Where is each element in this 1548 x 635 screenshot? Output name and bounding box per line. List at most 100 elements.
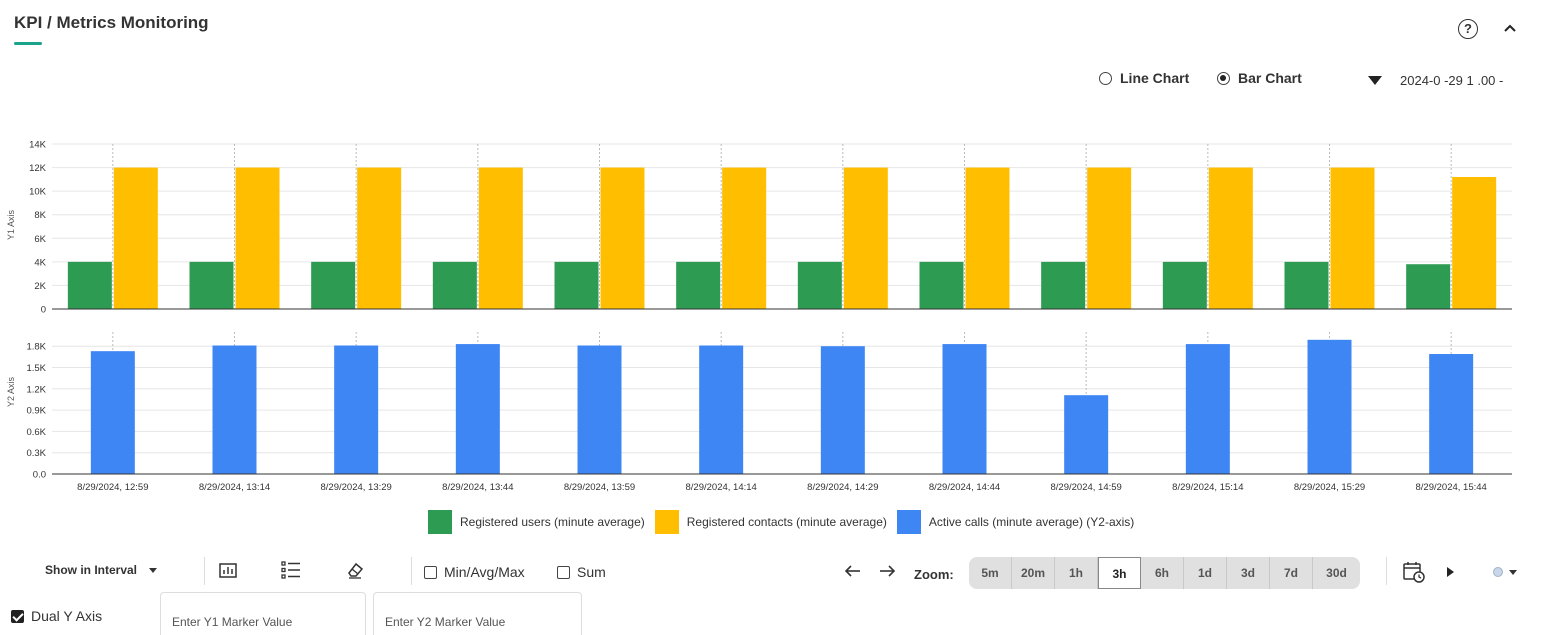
legend-swatch-green bbox=[428, 510, 452, 534]
bar-active-calls[interactable] bbox=[820, 346, 865, 474]
zoom-option-3d[interactable]: 3d bbox=[1227, 557, 1270, 589]
bar-registered-users[interactable] bbox=[189, 261, 234, 309]
checkbox-icon bbox=[424, 565, 437, 579]
y2-tick-label: 1.2K bbox=[26, 384, 46, 395]
bar-registered-users[interactable] bbox=[1406, 264, 1451, 309]
bar-registered-users[interactable] bbox=[676, 261, 721, 309]
x-tick-label: 8/29/2024, 13:59 bbox=[564, 482, 635, 493]
radio-checked-icon bbox=[1217, 71, 1230, 85]
y1-tick-label: 12K bbox=[29, 163, 47, 174]
bar-registered-users[interactable] bbox=[554, 261, 599, 309]
x-tick-label: 8/29/2024, 12:59 bbox=[77, 482, 148, 493]
y2-marker-input[interactable] bbox=[373, 592, 582, 635]
bar-active-calls[interactable] bbox=[1307, 339, 1352, 474]
bar-active-calls[interactable] bbox=[1429, 354, 1474, 474]
bar-registered-contacts[interactable] bbox=[478, 167, 523, 309]
dropdown-triangle-icon bbox=[1368, 76, 1382, 85]
page-title: KPI / Metrics Monitoring bbox=[14, 13, 209, 32]
bar-registered-contacts[interactable] bbox=[722, 167, 767, 309]
bar-registered-contacts[interactable] bbox=[1208, 167, 1253, 309]
bar-registered-contacts[interactable] bbox=[1087, 167, 1132, 309]
x-tick-label: 8/29/2024, 15:44 bbox=[1416, 482, 1487, 493]
chart-toolbar: Show in Interval Min/Avg/Max Sum Zoom: bbox=[0, 555, 1548, 591]
list-icon[interactable] bbox=[280, 559, 302, 581]
zoom-option-1h[interactable]: 1h bbox=[1055, 557, 1098, 589]
play-icon[interactable] bbox=[1447, 567, 1454, 577]
bar-registered-users[interactable] bbox=[67, 261, 112, 309]
options-row: Dual Y Axis bbox=[0, 592, 1548, 635]
x-tick-label: 8/29/2024, 13:29 bbox=[321, 482, 392, 493]
bar-registered-users[interactable] bbox=[1041, 261, 1086, 309]
x-tick-label: 8/29/2024, 13:44 bbox=[442, 482, 513, 493]
bar-active-calls[interactable] bbox=[212, 345, 257, 474]
bar-active-calls[interactable] bbox=[942, 344, 987, 474]
line-chart-label: Line Chart bbox=[1120, 70, 1190, 86]
refresh-status-icon bbox=[1493, 567, 1503, 577]
zoom-option-30d[interactable]: 30d bbox=[1326, 566, 1347, 580]
y1-tick-label: 10K bbox=[29, 187, 47, 198]
legend-swatch-blue bbox=[896, 510, 921, 534]
line-chart-radio[interactable]: Line Chart bbox=[1099, 70, 1189, 86]
refresh-dropdown[interactable] bbox=[1493, 567, 1517, 577]
bar-registered-contacts[interactable] bbox=[843, 167, 888, 309]
bar-chart-radio[interactable]: Bar Chart bbox=[1217, 70, 1302, 86]
bar-registered-contacts[interactable] bbox=[600, 167, 645, 309]
divider bbox=[411, 557, 412, 585]
y2-tick-label: 0.9K bbox=[26, 406, 46, 417]
bar-registered-contacts[interactable] bbox=[235, 167, 280, 309]
bar-chart-icon[interactable] bbox=[217, 559, 239, 581]
bar-active-calls[interactable] bbox=[1064, 395, 1109, 474]
x-tick-label: 8/29/2024, 15:14 bbox=[1172, 482, 1243, 493]
interval-label: Show in Interval bbox=[45, 563, 138, 577]
min-avg-max-checkbox[interactable]: Min/Avg/Max bbox=[424, 564, 525, 580]
bar-registered-users[interactable] bbox=[797, 261, 842, 309]
bar-registered-contacts[interactable] bbox=[1330, 167, 1375, 309]
y1-marker-input[interactable] bbox=[160, 592, 366, 635]
bar-active-calls[interactable] bbox=[1185, 344, 1230, 474]
kpi-bar-chart: 0 2K 4K 6K 8K 10K 12K 14K 0.0 0.3K 0.6K 0.9K 1.2K 1.5… bbox=[6, 140, 1512, 493]
help-icon[interactable]: ? bbox=[1458, 19, 1478, 39]
bar-active-calls[interactable] bbox=[577, 345, 622, 474]
legend-label: Registered users (minute average) bbox=[460, 515, 645, 529]
bar-registered-users[interactable] bbox=[919, 261, 964, 309]
dual-y-axis-label: Dual Y Axis bbox=[31, 608, 103, 624]
calendar-clock-icon[interactable] bbox=[1402, 560, 1426, 584]
bar-active-calls[interactable] bbox=[90, 351, 135, 474]
zoom-option-7d[interactable]: 7d bbox=[1270, 557, 1313, 589]
legend-item-active-calls[interactable]: Active calls (minute average) (Y2-axis) bbox=[896, 510, 1134, 534]
eraser-icon[interactable] bbox=[344, 559, 366, 581]
zoom-option-3h[interactable]: 3h bbox=[1098, 557, 1141, 589]
bar-registered-contacts[interactable] bbox=[1452, 177, 1497, 309]
legend-item-registered-contacts[interactable]: Registered contacts (minute average) bbox=[654, 510, 887, 534]
bar-active-calls[interactable] bbox=[455, 344, 500, 474]
caret-down-icon bbox=[1509, 569, 1517, 575]
arrow-left-icon[interactable] bbox=[843, 562, 863, 580]
y1-tick-label: 6K bbox=[34, 234, 46, 245]
date-range-selector[interactable]: 2024-0 -29 1 .00 - bbox=[1368, 73, 1520, 88]
bar-registered-users[interactable] bbox=[432, 261, 477, 309]
interval-dropdown[interactable]: Show in Interval bbox=[45, 563, 158, 577]
sum-checkbox[interactable]: Sum bbox=[557, 564, 606, 580]
x-tick-label: 8/29/2024, 14:14 bbox=[686, 482, 757, 493]
bar-registered-contacts[interactable] bbox=[965, 167, 1010, 309]
zoom-option-5m[interactable]: 5m bbox=[969, 557, 1012, 589]
zoom-option-6h[interactable]: 6h bbox=[1141, 557, 1184, 589]
zoom-option-1d[interactable]: 1d bbox=[1184, 557, 1227, 589]
bar-registered-contacts[interactable] bbox=[357, 167, 402, 309]
bar-active-calls[interactable] bbox=[334, 345, 379, 474]
radio-icon bbox=[1099, 71, 1112, 85]
chevron-up-icon[interactable] bbox=[1500, 18, 1520, 38]
bar-registered-users[interactable] bbox=[1284, 261, 1329, 309]
arrow-right-icon[interactable] bbox=[877, 562, 897, 580]
bar-registered-users[interactable] bbox=[311, 261, 356, 309]
chart-legend: Registered users (minute average) Regist… bbox=[428, 510, 1144, 534]
bar-active-calls[interactable] bbox=[699, 345, 744, 474]
legend-item-registered-users[interactable]: Registered users (minute average) bbox=[428, 510, 645, 534]
dual-y-axis-checkbox[interactable]: Dual Y Axis bbox=[11, 608, 102, 624]
y2-tick-label: 1.8K bbox=[26, 342, 46, 353]
zoom-option-20m[interactable]: 20m bbox=[1012, 557, 1055, 589]
bar-registered-contacts[interactable] bbox=[113, 167, 158, 309]
min-avg-max-label: Min/Avg/Max bbox=[444, 564, 525, 580]
bar-registered-users[interactable] bbox=[1162, 261, 1207, 309]
caret-down-icon bbox=[149, 567, 158, 573]
